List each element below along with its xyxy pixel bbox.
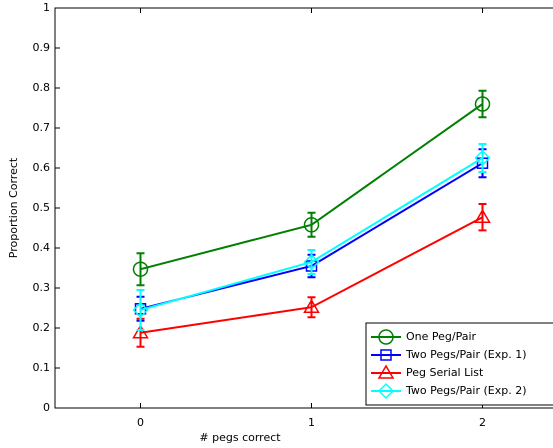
y-tick-label: 0.1 <box>33 361 51 374</box>
data-point <box>303 217 320 233</box>
y-tick-label: 0.2 <box>33 321 51 334</box>
x-tick-label: 2 <box>479 416 486 429</box>
legend-label: One Peg/Pair <box>406 330 477 343</box>
data-point <box>132 324 149 339</box>
y-tick-label: 0.4 <box>33 241 51 254</box>
y-tick-label: 0.5 <box>33 201 51 214</box>
legend-label: Peg Serial List <box>406 366 484 379</box>
data-point <box>474 149 491 167</box>
y-tick-label: 0.9 <box>33 41 51 54</box>
y-axis-label: Proportion Correct <box>7 157 20 258</box>
legend-marker <box>378 329 394 345</box>
data-point <box>474 208 491 223</box>
y-tick-label: 0.8 <box>33 81 51 94</box>
error-bar <box>478 203 487 232</box>
data-point <box>303 253 320 271</box>
y-tick-label: 0.6 <box>33 161 51 174</box>
y-tick-label: 0 <box>43 401 50 414</box>
y-tick-label: 0.7 <box>33 121 51 134</box>
error-bar <box>307 211 316 238</box>
x-axis-label: # pegs correct <box>199 431 281 444</box>
error-bar <box>478 143 487 173</box>
error-bar <box>478 89 487 119</box>
legend-marker <box>380 349 392 361</box>
legend: One Peg/Pair Two Pegs/Pair (Exp. 1) Peg Se… <box>365 322 553 406</box>
x-tick-label: 1 <box>308 416 315 429</box>
legend-label: Two Pegs/Pair (Exp. 2) <box>405 384 527 397</box>
error-bar <box>136 289 145 331</box>
data-point <box>132 301 149 319</box>
y-tick-label: 0.3 <box>33 281 51 294</box>
data-point <box>474 96 491 112</box>
legend-marker <box>377 382 395 400</box>
data-point <box>303 298 320 313</box>
x-tick-label: 0 <box>137 416 144 429</box>
legend-label: Two Pegs/Pair (Exp. 1) <box>405 348 527 361</box>
y-tick-label: 1 <box>43 1 50 14</box>
legend-marker <box>377 364 395 379</box>
error-bar <box>136 252 145 287</box>
data-point <box>132 261 149 277</box>
